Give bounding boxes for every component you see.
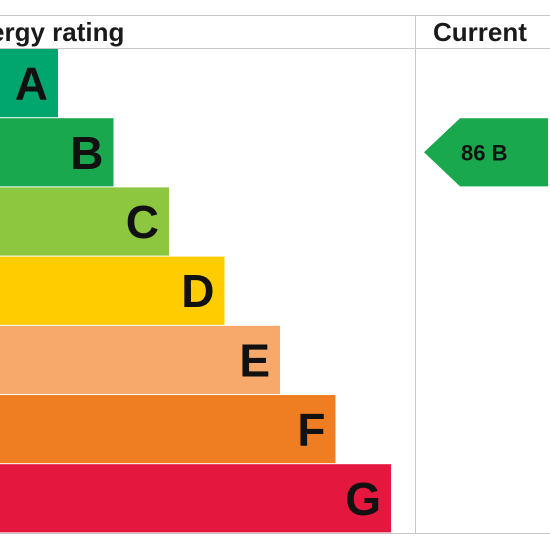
band-e-label: E	[239, 334, 270, 386]
band-a-bar	[0, 49, 58, 118]
band-f-label: F	[297, 404, 325, 456]
band-d-label: D	[181, 265, 214, 317]
band-b-label: B	[70, 127, 103, 179]
current-column-title: Current	[433, 17, 527, 47]
header-bottom-border	[0, 48, 550, 49]
band-f-bar	[0, 395, 336, 464]
current-rating-arrow	[424, 118, 548, 187]
column-divider	[415, 15, 416, 534]
band-g-bar	[0, 464, 391, 533]
header-top-border	[0, 15, 550, 16]
band-c-bar	[0, 187, 169, 256]
energy-rating-title: ergy rating	[0, 17, 125, 47]
band-e-bar	[0, 325, 280, 394]
band-d-bar	[0, 256, 225, 325]
chart-bottom-border	[0, 533, 550, 534]
band-g-label: G	[345, 473, 381, 525]
band-c-label: C	[126, 196, 159, 248]
band-a-label: A	[15, 58, 48, 110]
band-b-bar	[0, 118, 114, 187]
current-rating-value: 86 B	[461, 140, 507, 165]
